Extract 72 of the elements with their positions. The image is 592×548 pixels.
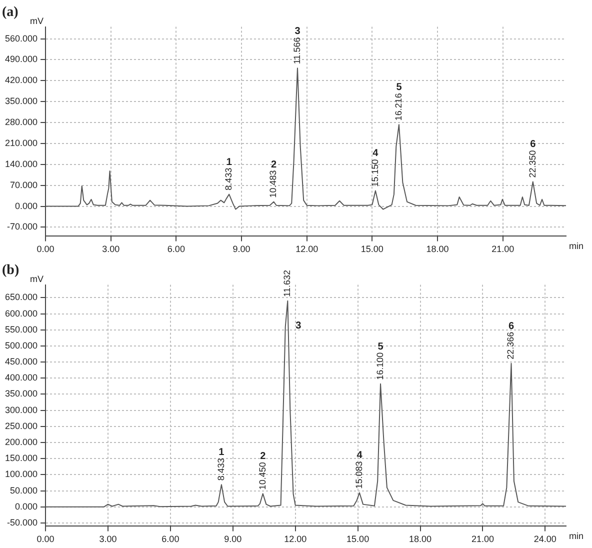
x-axis-title: min (569, 241, 584, 252)
y-tick-label: 350.000 (4, 96, 38, 106)
annotation: 6 (508, 320, 514, 332)
x-tick-label: 3.00 (102, 244, 120, 254)
y-tick-label: 350.000 (4, 388, 38, 399)
annotation: 2 (260, 451, 266, 462)
y-tick-label: 280.000 (4, 117, 38, 128)
chart-title: (a) (2, 5, 19, 20)
x-axis-title: min (569, 531, 584, 542)
y-tick-label: 0.000 (15, 200, 38, 211)
annotation: 8.433 (224, 168, 234, 190)
annotation: 3 (294, 26, 301, 38)
y-tick-label: -70.000 (7, 222, 38, 232)
annotation: 22.366 (506, 332, 516, 360)
annotation: 15.150 (370, 159, 380, 187)
y-tick-label: 400.000 (4, 372, 38, 383)
annotation: 1 (226, 156, 232, 168)
annotation: 5 (378, 341, 384, 352)
annotation: 22.350 (527, 150, 538, 178)
x-tick-label: 15.00 (360, 244, 384, 254)
y-tick-label: 500.000 (4, 340, 38, 350)
y-axis-title: mV (30, 274, 44, 284)
y-tick-label: 650.000 (4, 292, 38, 302)
x-tick-label: 3.00 (99, 534, 117, 544)
y-tick-label: 150.000 (4, 453, 38, 464)
chart-title: (b) (2, 263, 20, 278)
x-tick-label: 6.00 (167, 244, 185, 254)
y-tick-label: 140.000 (4, 158, 38, 169)
x-tick-label: 12.00 (296, 244, 318, 254)
annotation: 16.216 (393, 93, 404, 121)
y-tick-label: 50.000 (10, 485, 38, 496)
x-tick-label: 12.00 (284, 534, 307, 544)
annotation: 2 (270, 159, 277, 170)
y-tick-label: 420.000 (4, 75, 38, 86)
annotation: 3 (296, 320, 302, 332)
annotation: 16.100 (374, 352, 385, 380)
annotation: 10.483 (268, 170, 278, 198)
annotation: 5 (396, 82, 402, 94)
y-tick-label: 450.000 (4, 356, 38, 367)
annotation: 15.083 (354, 461, 364, 489)
y-tick-label: 70.000 (10, 180, 38, 190)
y-tick-label: 560.000 (4, 33, 38, 44)
x-tick-label: 9.00 (224, 534, 242, 544)
y-tick-label: 550.000 (4, 324, 38, 334)
y-tick-label: 300.000 (4, 404, 38, 415)
x-tick-label: 21.00 (492, 244, 514, 254)
y-tick-label: 490.000 (4, 54, 38, 64)
annotation: 6 (530, 139, 536, 150)
x-tick-label: 9.00 (232, 244, 250, 254)
x-tick-label: 24.00 (534, 534, 556, 544)
y-tick-label: 210.000 (4, 138, 38, 148)
annotation: 8.433 (216, 458, 226, 481)
y-tick-label: 200.000 (4, 437, 38, 447)
y-tick-label: 600.000 (4, 308, 38, 318)
x-tick-label: 15.00 (346, 534, 370, 544)
y-tick-label: 250.000 (4, 420, 38, 431)
x-tick-label: 6.00 (162, 534, 180, 544)
annotation: 4 (372, 148, 379, 160)
annotation: 11.632 (282, 270, 292, 297)
y-tick-label: 100.000 (4, 469, 38, 480)
y-axis-title: mV (30, 16, 44, 26)
x-tick-label: 21.00 (471, 534, 494, 544)
y-tick-label: 0.000 (15, 501, 38, 512)
x-tick-label: 0.00 (36, 534, 54, 544)
annotation: 10.450 (257, 462, 268, 490)
y-tick-label: -50.000 (7, 517, 38, 528)
x-tick-label: 18.00 (409, 534, 432, 544)
annotation: 1 (218, 447, 225, 458)
annotation: 11.566 (292, 37, 302, 64)
annotation: 4 (356, 450, 363, 462)
x-tick-label: 0.00 (36, 244, 54, 254)
x-tick-label: 18.00 (426, 244, 449, 254)
